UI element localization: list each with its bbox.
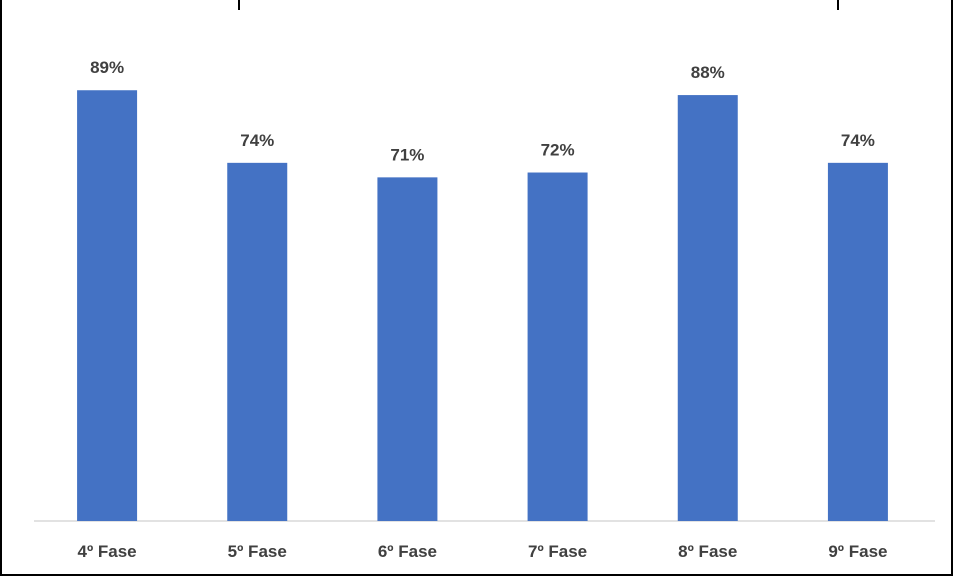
- title-fragment-left: [238, 0, 240, 10]
- data-label-3: 71%: [390, 145, 424, 164]
- bar-5: [677, 95, 738, 521]
- bar-6: [827, 162, 888, 521]
- x-tick-label-5: 8º Fase: [678, 542, 737, 561]
- x-tick-labels-group: 4º Fase 5º Fase 6º Fase 7º Fase 8º Fase 9º Fa…: [78, 542, 888, 561]
- data-label-6: 74%: [841, 131, 875, 150]
- data-label-2: 74%: [240, 131, 274, 150]
- x-tick-label-4: 7º Fase: [528, 542, 587, 561]
- data-labels-group: 89% 74% 71% 72% 88% 74%: [90, 58, 875, 164]
- data-label-1: 89%: [90, 58, 124, 77]
- bar-4: [527, 172, 588, 521]
- data-label-4: 72%: [541, 141, 575, 160]
- x-tick-label-1: 4º Fase: [78, 542, 137, 561]
- x-tick-label-3: 6º Fase: [378, 542, 437, 561]
- bar-1: [77, 90, 138, 522]
- bar-3: [377, 177, 438, 522]
- x-tick-label-6: 9º Fase: [828, 542, 887, 561]
- x-tick-label-2: 5º Fase: [228, 542, 287, 561]
- data-label-5: 88%: [691, 63, 725, 82]
- title-fragment-right: [837, 0, 839, 10]
- bars-group: [77, 90, 888, 522]
- bar-2: [227, 162, 288, 521]
